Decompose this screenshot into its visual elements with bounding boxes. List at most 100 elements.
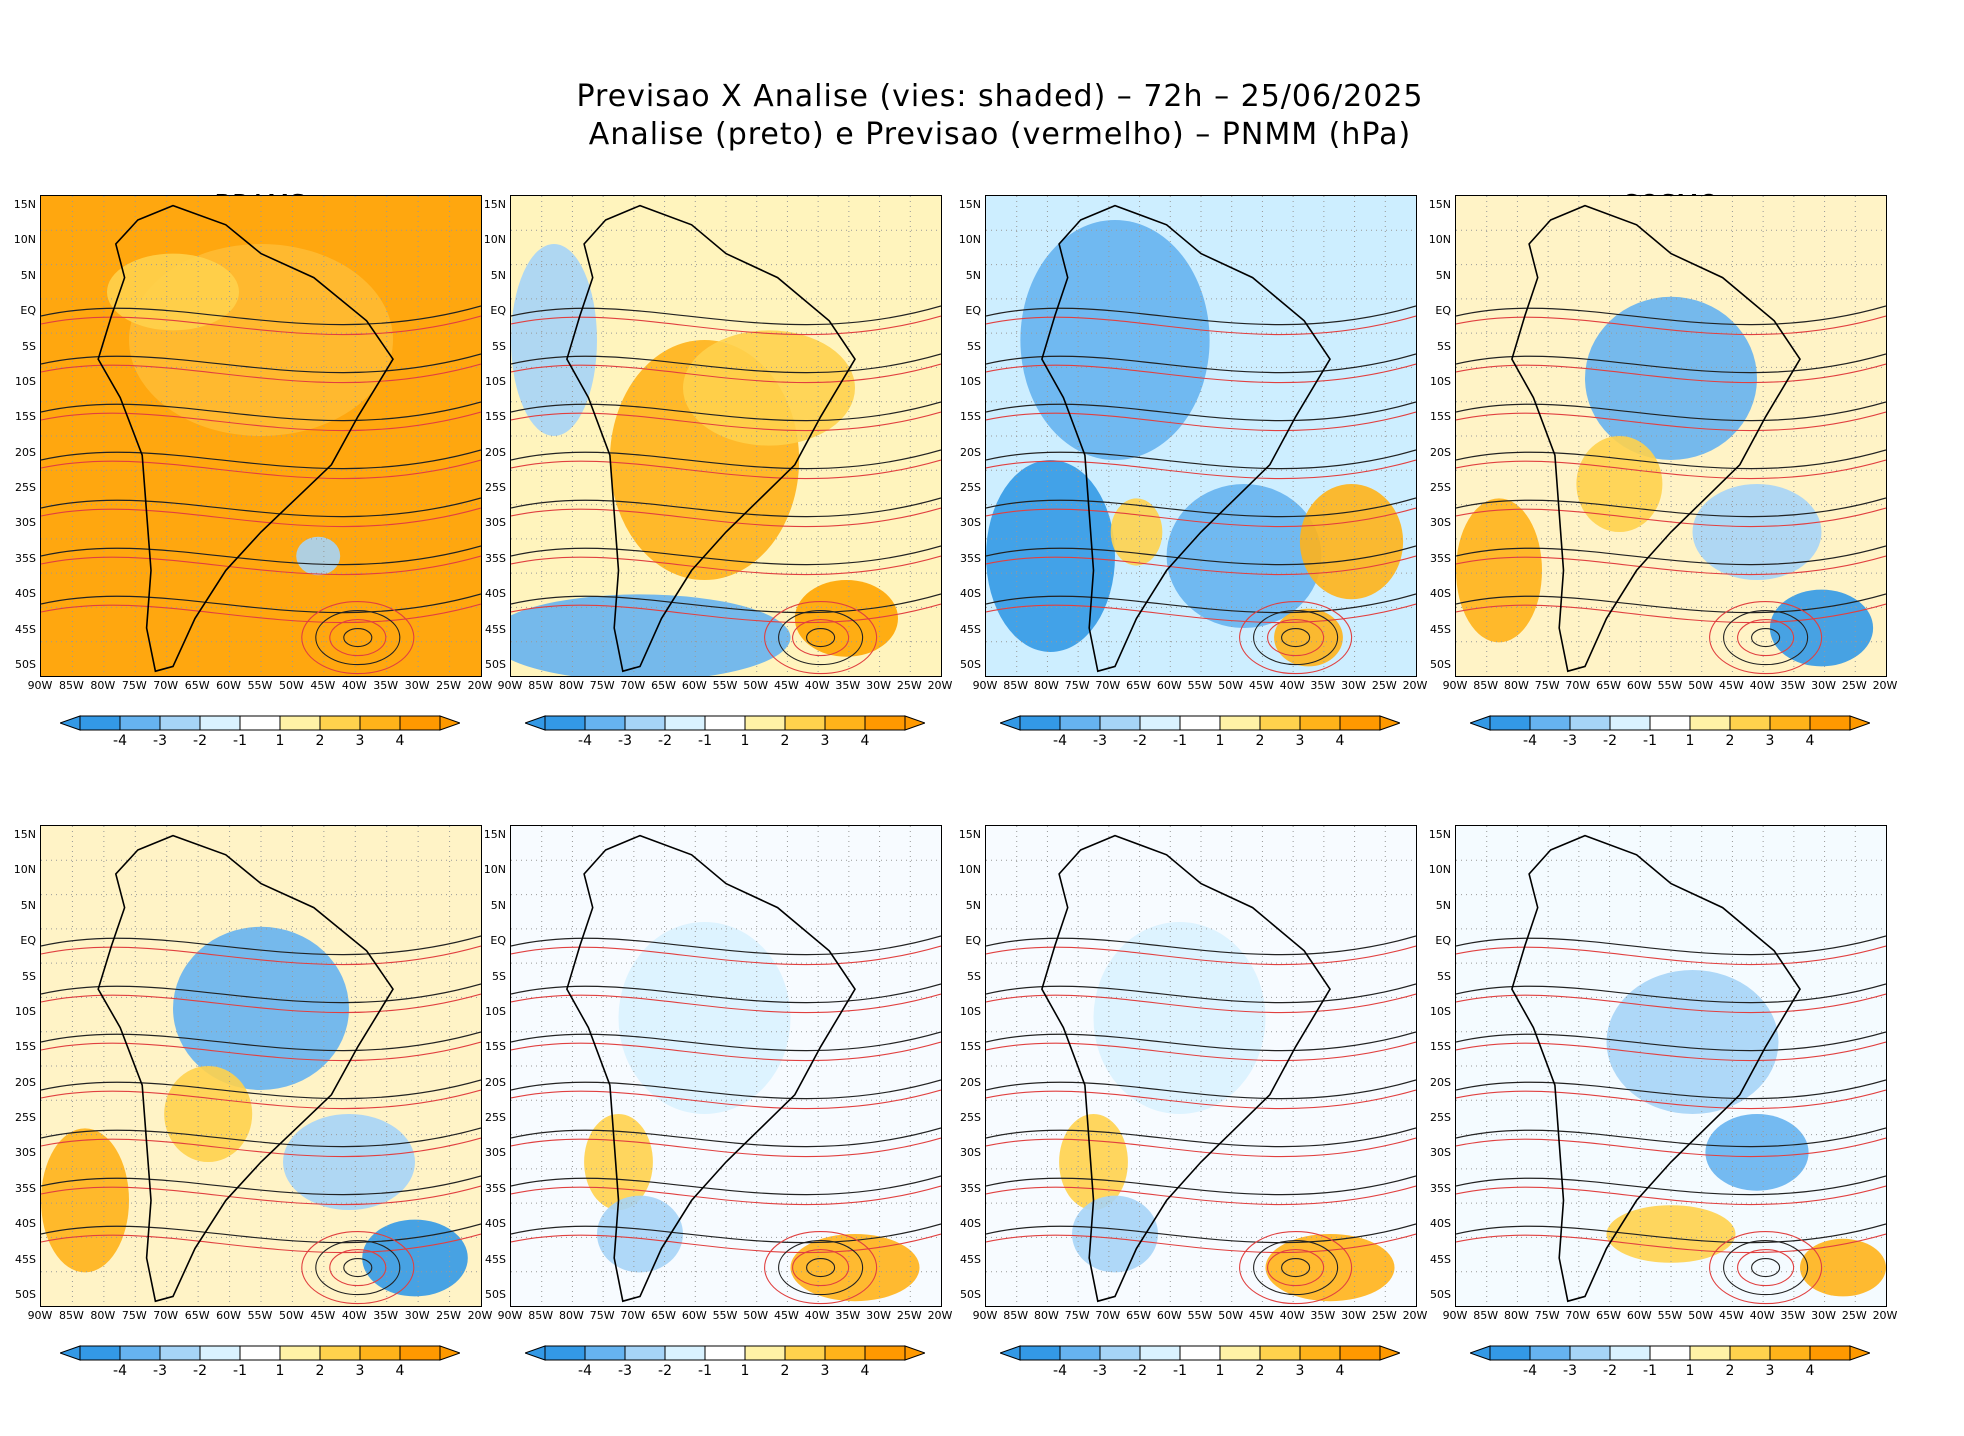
analysis-isobar — [986, 401, 1416, 422]
latitude-tick-label: 40S — [1430, 587, 1451, 601]
latitude-tick-label: 35S — [15, 1181, 36, 1195]
colorbar-tick-label: -2 — [658, 733, 672, 749]
longitude-tick-label: 90W — [27, 1309, 53, 1322]
forecast-isobar — [986, 1089, 1416, 1110]
colorbar-segment — [319, 1345, 361, 1361]
longitude-tick-label: 80W — [1033, 1309, 1059, 1322]
longitude-tick-label: 20W — [927, 1309, 953, 1322]
colorbar-segment — [1219, 715, 1261, 731]
bias-region — [790, 1234, 920, 1302]
forecast-isobar — [511, 993, 941, 1014]
longitude-tick-label: 50W — [743, 679, 769, 692]
longitude-tick-label: 25W — [436, 1309, 461, 1322]
colorbar-segment — [119, 1345, 161, 1361]
latitude-tick-label: 15N — [13, 198, 36, 211]
colorbar-tick-label: 1 — [275, 1363, 285, 1379]
colorbar-segment — [1139, 1345, 1181, 1361]
latitude-tick-label: 40S — [960, 587, 981, 601]
south-america-coastline — [1041, 834, 1331, 1303]
colorbar-tick-label: -3 — [1093, 1363, 1107, 1379]
forecast-isobar — [41, 993, 481, 1014]
longitude-tick-label: 65W — [651, 1309, 676, 1322]
colorbar-segment — [1649, 1345, 1691, 1361]
longitude-tick-label: 60W — [681, 1309, 707, 1322]
longitude-tick-label: 85W — [1473, 1309, 1499, 1322]
colorbar-tick-label: 4 — [395, 1363, 405, 1379]
colorbar-max-arrow — [904, 1345, 927, 1361]
longitude-tick-label: 35W — [373, 679, 399, 692]
colorbar-tick-label: 3 — [355, 733, 365, 749]
colorbar-segment — [1769, 1345, 1811, 1361]
latitude-tick-label: 20S — [485, 445, 506, 459]
latitude-tick-label: 30S — [485, 516, 506, 530]
analysis-isobar — [1456, 1175, 1886, 1196]
colorbar-segment — [319, 715, 361, 731]
map-plot — [511, 196, 941, 676]
longitude-tick-label: 90W — [972, 679, 998, 692]
map-frame — [985, 195, 1417, 677]
longitude-tick-label: 70W — [1565, 679, 1591, 692]
latitude-tick-label: 30S — [960, 516, 981, 530]
map-plot — [41, 196, 481, 676]
longitude-tick-label: 20W — [1872, 679, 1898, 692]
low-pressure-contour — [315, 1240, 401, 1296]
bias-region — [1692, 484, 1822, 580]
colorbar-tick-label: -2 — [1603, 733, 1617, 749]
latitude-tick-label: 40S — [1430, 1217, 1451, 1231]
low-pressure-contour — [806, 628, 836, 648]
forecast-isobar — [511, 1185, 941, 1206]
analysis-isobar — [511, 545, 941, 566]
low-pressure-contour — [329, 619, 387, 657]
low-pressure-contour — [1751, 1258, 1781, 1278]
longitude-tick-label: 30W — [1341, 679, 1366, 692]
latitude-tick-label: 10S — [15, 374, 36, 388]
colorbar-tick-label: 2 — [780, 1363, 790, 1379]
low-pressure-contour — [343, 1258, 373, 1278]
latitude-tick-label: 15S — [1430, 410, 1451, 424]
analysis-isobar — [1456, 305, 1886, 326]
longitude-tick-label: 30W — [866, 679, 891, 692]
colorbar-tick-label: 3 — [820, 1363, 830, 1379]
longitude-tick-label: 90W — [27, 679, 53, 692]
forecast-isobar — [986, 1137, 1416, 1158]
low-pressure-contour — [329, 1249, 387, 1287]
colorbar-segment — [824, 715, 866, 731]
latitude-tick-label: EQ — [1435, 304, 1451, 318]
latitude-tick-label: 10N — [483, 863, 506, 877]
latitude-tick-label: 15N — [483, 198, 506, 211]
bias-region — [164, 1066, 253, 1162]
colorbar-tick-label: 3 — [1765, 1363, 1775, 1379]
analysis-isobar — [511, 353, 941, 374]
colorbar-segment — [704, 1345, 746, 1361]
colorbar-tick-label: 3 — [1295, 1363, 1305, 1379]
latitude-tick-label: 10N — [958, 863, 981, 877]
colorbar-tick-label: 4 — [860, 733, 870, 749]
analysis-isobar — [41, 545, 481, 566]
low-pressure-contour — [764, 601, 878, 675]
analysis-isobar — [41, 449, 481, 470]
forecast-isobar — [986, 1041, 1416, 1062]
longitude-tick-label: 45W — [1248, 1309, 1274, 1322]
forecast-isobar — [1456, 1041, 1886, 1062]
colorbar-segment — [1609, 715, 1651, 731]
bias-region — [1110, 498, 1163, 566]
longitude-tick-label: 55W — [1187, 1309, 1213, 1322]
colorbar-segment — [704, 715, 746, 731]
latitude-tick-label: 5S — [967, 339, 981, 353]
longitude-tick-label: 50W — [1218, 1309, 1244, 1322]
colorbar-segment — [1059, 715, 1101, 731]
latitude-tick-label: 50S — [1430, 658, 1451, 671]
colorbar-segment — [1339, 715, 1381, 731]
latitude-tick-label: 15N — [958, 828, 981, 841]
longitude-tick-label: 70W — [620, 1309, 646, 1322]
longitude-tick-label: 90W — [497, 679, 523, 692]
longitude-tick-label: 30W — [1811, 679, 1836, 692]
longitude-tick-label: 80W — [90, 679, 116, 692]
longitude-tick-label: 70W — [153, 1309, 179, 1322]
analysis-isobar — [1456, 1127, 1886, 1148]
colorbar-tick-label: -1 — [1173, 1363, 1187, 1379]
latitude-tick-label: 15N — [13, 828, 36, 841]
colorbar-tick-label: -2 — [658, 1363, 672, 1379]
longitude-tick-label: 35W — [373, 1309, 399, 1322]
low-pressure-contour — [1723, 610, 1809, 666]
